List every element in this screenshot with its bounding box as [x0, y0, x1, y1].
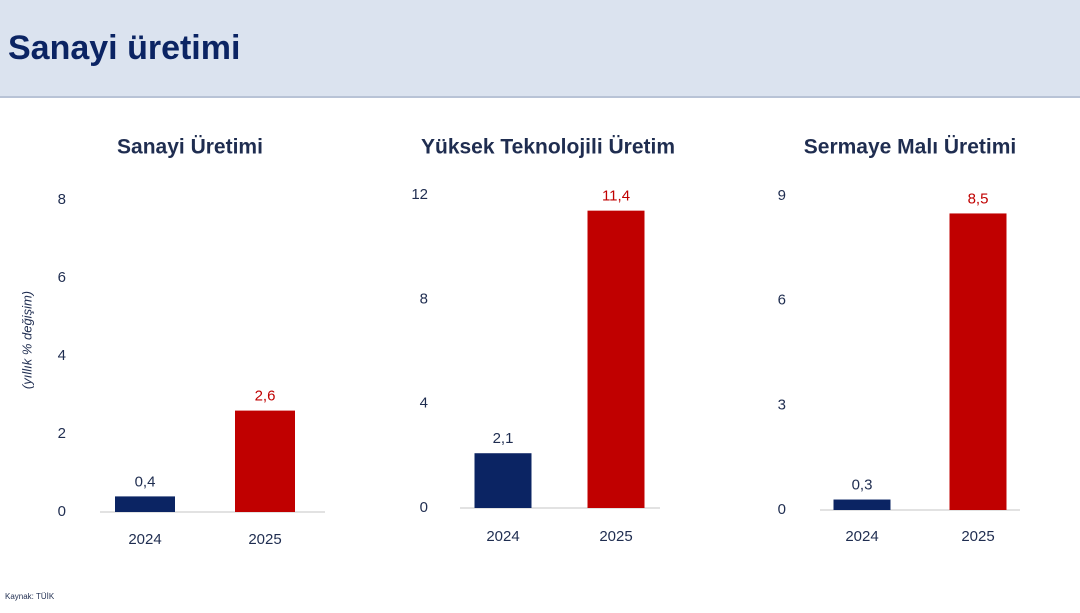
bar [949, 213, 1007, 510]
y-tick-label: 8 [58, 191, 66, 208]
x-tick-label: 2025 [248, 531, 281, 548]
header-band [0, 0, 1080, 97]
x-tick-label: 2024 [845, 528, 878, 545]
y-tick-label: 6 [58, 269, 66, 286]
bar [833, 499, 891, 510]
value-label: 8,5 [968, 190, 989, 207]
bar [587, 210, 645, 508]
y-tick-label: 2 [58, 425, 66, 442]
value-label: 2,1 [493, 430, 514, 447]
x-tick-label: 2024 [486, 528, 519, 545]
bar [115, 496, 175, 512]
value-label: 2,6 [255, 388, 276, 405]
y-tick-label: 4 [420, 395, 428, 412]
y-tick-label: 0 [778, 501, 786, 518]
bar [474, 453, 532, 508]
x-tick-label: 2025 [599, 528, 632, 545]
y-tick-label: 8 [420, 290, 428, 307]
chart-title: Yüksek Teknolojili Üretim [421, 136, 675, 159]
value-label: 0,4 [135, 473, 156, 490]
y-tick-label: 9 [778, 187, 786, 204]
y-axis-label: (yıllık % değişim) [19, 291, 34, 389]
y-tick-label: 6 [778, 292, 786, 309]
y-tick-label: 0 [58, 503, 66, 520]
y-tick-label: 0 [420, 499, 428, 516]
y-tick-label: 3 [778, 396, 786, 413]
source: Kaynak: TÜİK [5, 592, 55, 601]
slide-title: Sanayi üretimi [8, 29, 240, 67]
y-tick-label: 4 [58, 347, 66, 364]
value-label: 0,3 [852, 477, 873, 494]
y-tick-label: 12 [411, 186, 428, 203]
value-label: 11,4 [602, 188, 630, 205]
bar [235, 410, 295, 512]
chart-title: Sermaye Malı Üretimi [804, 136, 1016, 159]
x-tick-label: 2025 [961, 528, 994, 545]
chart-title: Sanayi Üretimi [117, 136, 263, 159]
x-tick-label: 2024 [128, 531, 161, 548]
